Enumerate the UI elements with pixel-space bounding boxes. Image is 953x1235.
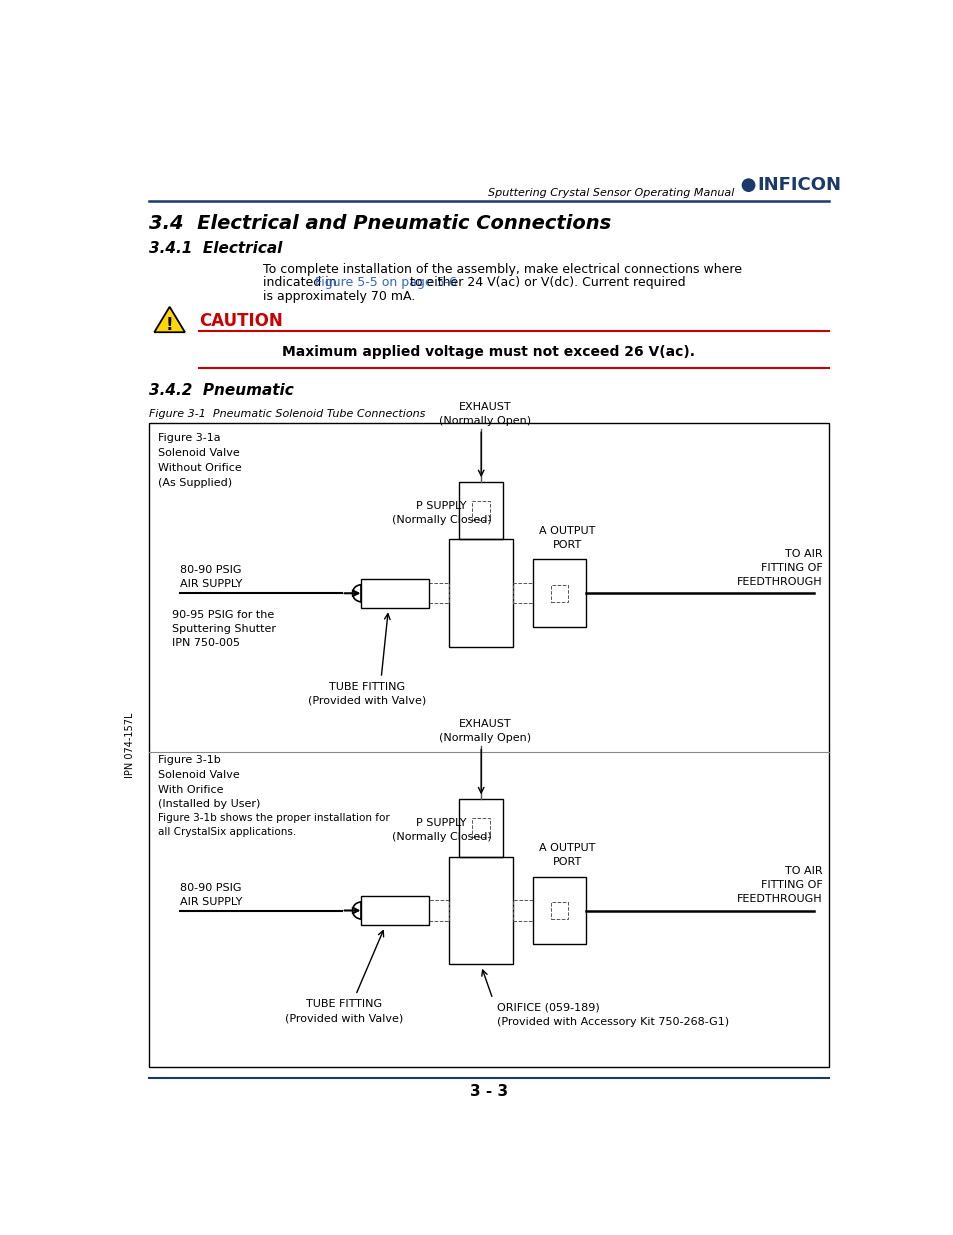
Text: P SUPPLY
(Normally Closed): P SUPPLY (Normally Closed) [392,501,491,525]
Bar [472,819,490,837]
Polygon shape [154,306,185,332]
Text: 80-90 PSIG
AIR SUPPLY: 80-90 PSIG AIR SUPPLY [179,883,242,906]
Bar [429,583,449,603]
Bar [513,900,533,920]
Text: IPN 074-157L: IPN 074-157L [125,713,135,778]
Bar [360,895,429,925]
Text: 3.4  Electrical and Pneumatic Connections: 3.4 Electrical and Pneumatic Connections [149,214,610,233]
Text: A OUTPUT
PORT: A OUTPUT PORT [538,526,595,550]
Text: Figure 3-1a
Solenoid Valve
Without Orifice
(As Supplied): Figure 3-1a Solenoid Valve Without Orifi… [158,433,241,488]
Bar [513,583,533,603]
Polygon shape [744,179,752,183]
Bar [533,559,585,627]
Bar [533,877,585,945]
Text: P SUPPLY
(Normally Closed): P SUPPLY (Normally Closed) [392,818,491,842]
Text: EXHAUST
(Normally Open): EXHAUST (Normally Open) [438,720,531,743]
Text: Sputtering Crystal Sensor Operating Manual: Sputtering Crystal Sensor Operating Manu… [488,188,734,198]
Bar [458,482,503,540]
Text: is approximately 70 mA.: is approximately 70 mA. [262,289,415,303]
Text: !: ! [166,316,173,333]
Text: 3.4.1  Electrical: 3.4.1 Electrical [149,241,282,256]
Bar [149,424,828,1067]
Text: EXHAUST
(Normally Open): EXHAUST (Normally Open) [438,403,531,426]
Text: 3 - 3: 3 - 3 [470,1084,507,1099]
Text: indicated in: indicated in [262,277,340,289]
Bar [472,501,490,520]
Bar [360,579,429,608]
Bar [550,585,567,601]
Bar [429,900,449,920]
Text: Figure 3-1  Pneumatic Solenoid Tube Connections: Figure 3-1 Pneumatic Solenoid Tube Conne… [149,409,425,419]
Text: TO AIR
FITTING OF
FEEDTHROUGH: TO AIR FITTING OF FEEDTHROUGH [737,550,822,587]
Text: To complete installation of the assembly, make electrical connections where: To complete installation of the assembly… [262,263,740,277]
Bar [550,902,567,919]
Bar [458,799,503,857]
Text: A OUTPUT
PORT: A OUTPUT PORT [538,844,595,867]
Text: Figure 3-1b
Solenoid Valve
With Orifice
(Installed by User): Figure 3-1b Solenoid Valve With Orifice … [158,755,260,809]
Text: TO AIR
FITTING OF
FEEDTHROUGH: TO AIR FITTING OF FEEDTHROUGH [737,866,822,904]
Text: ORIFICE (059-189)
(Provided with Accessory Kit 750-268-G1): ORIFICE (059-189) (Provided with Accesso… [497,1003,728,1026]
Text: Figure 5-5 on page 5-6: Figure 5-5 on page 5-6 [314,277,456,289]
Text: 90-95 PSIG for the
Sputtering Shutter
IPN 750-005: 90-95 PSIG for the Sputtering Shutter IP… [172,610,275,648]
Bar [449,540,513,647]
Text: Figure 3-1b shows the proper installation for
all CrystalSix applications.: Figure 3-1b shows the proper installatio… [158,814,390,837]
Text: INFICON: INFICON [757,177,841,194]
Text: to either 24 V(ac) or V(dc). Current required: to either 24 V(ac) or V(dc). Current req… [406,277,685,289]
Circle shape [741,179,754,191]
Text: 80-90 PSIG
AIR SUPPLY: 80-90 PSIG AIR SUPPLY [179,566,242,589]
Text: CAUTION: CAUTION [199,311,282,330]
Text: TUBE FITTING
(Provided with Valve): TUBE FITTING (Provided with Valve) [285,999,403,1023]
Text: 3.4.2  Pneumatic: 3.4.2 Pneumatic [149,383,294,398]
Bar [449,857,513,965]
Text: TUBE FITTING
(Provided with Valve): TUBE FITTING (Provided with Valve) [308,682,426,706]
Text: Maximum applied voltage must not exceed 26 V(ac).: Maximum applied voltage must not exceed … [282,346,695,359]
